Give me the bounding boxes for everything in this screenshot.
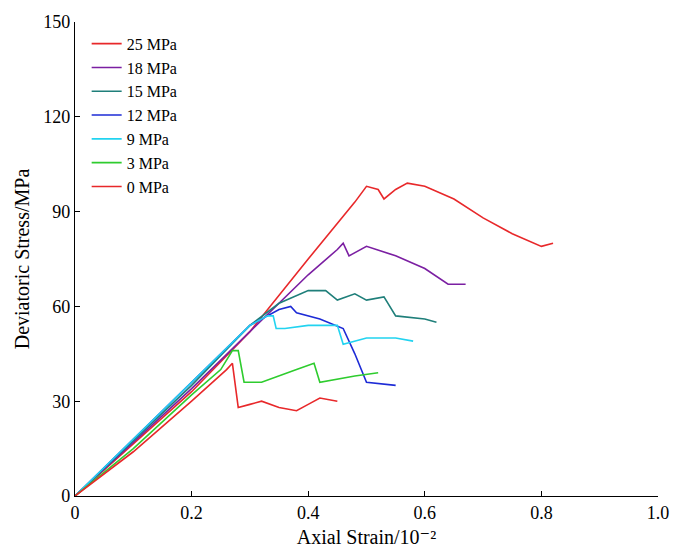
svg-text:12 MPa: 12 MPa bbox=[127, 107, 177, 124]
svg-text:0.6: 0.6 bbox=[414, 503, 437, 523]
svg-text:25 MPa: 25 MPa bbox=[127, 36, 177, 53]
svg-text:150: 150 bbox=[43, 12, 70, 32]
svg-text:9 MPa: 9 MPa bbox=[127, 131, 169, 148]
svg-text:0: 0 bbox=[61, 486, 70, 506]
svg-text:0.8: 0.8 bbox=[530, 503, 553, 523]
svg-text:3 MPa: 3 MPa bbox=[127, 155, 169, 172]
svg-text:1.0: 1.0 bbox=[647, 503, 670, 523]
svg-text:Deviatoric Stress/MPa: Deviatoric Stress/MPa bbox=[11, 169, 33, 350]
svg-text:90: 90 bbox=[52, 202, 70, 222]
svg-text:15 MPa: 15 MPa bbox=[127, 83, 177, 100]
svg-text:18 MPa: 18 MPa bbox=[127, 60, 177, 77]
svg-text:0 MPa: 0 MPa bbox=[127, 179, 169, 196]
svg-text:0: 0 bbox=[71, 503, 80, 523]
svg-text:120: 120 bbox=[43, 107, 70, 127]
svg-text:60: 60 bbox=[52, 297, 70, 317]
svg-text:0.4: 0.4 bbox=[297, 503, 320, 523]
svg-text:0.2: 0.2 bbox=[180, 503, 203, 523]
svg-text:30: 30 bbox=[52, 392, 70, 412]
svg-text:Axial Strain/10⁻²: Axial Strain/10⁻² bbox=[297, 526, 436, 548]
